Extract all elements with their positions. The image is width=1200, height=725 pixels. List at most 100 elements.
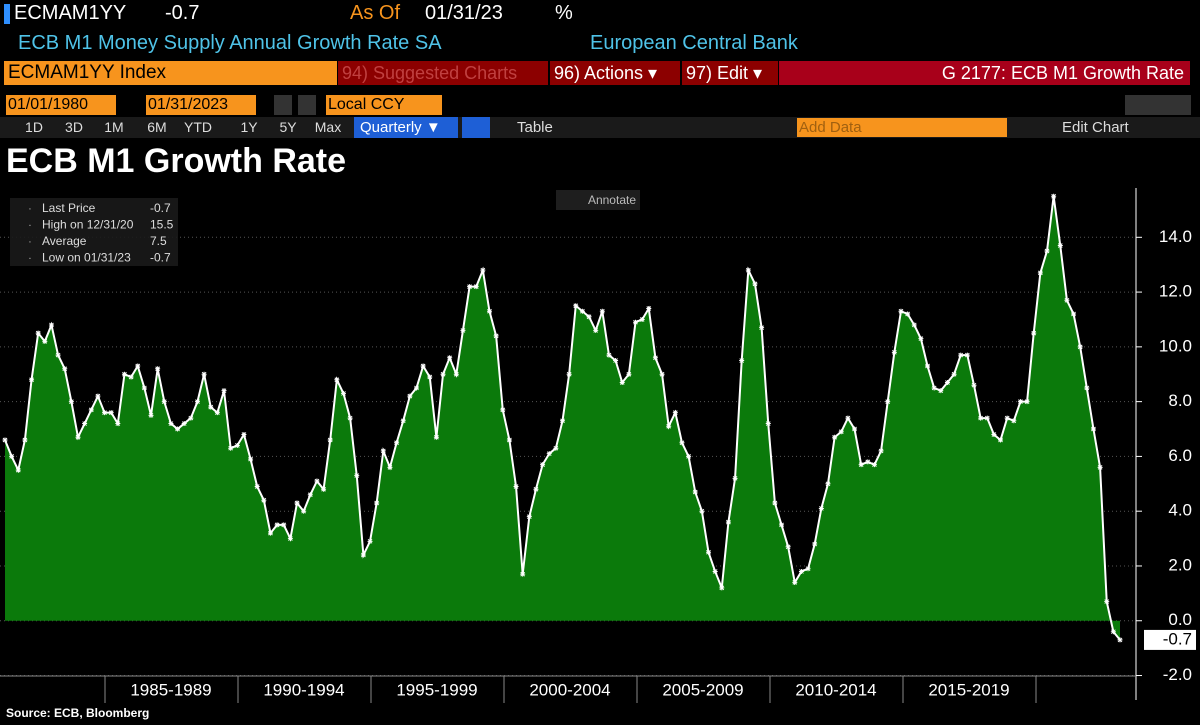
point-marker: [865, 459, 871, 465]
point-marker: [307, 492, 313, 498]
range-button[interactable]: 5Y: [279, 119, 297, 135]
point-marker: [248, 456, 254, 462]
y-tick-label: 0.0: [1168, 610, 1192, 629]
range-button[interactable]: YTD: [184, 119, 212, 135]
range-button[interactable]: Max: [314, 119, 342, 135]
point-marker: [360, 552, 366, 558]
point-marker: [181, 421, 187, 427]
x-period-label: 2005-2009: [662, 680, 743, 699]
point-marker: [420, 363, 426, 369]
point-marker: [1037, 270, 1043, 276]
point-marker: [480, 267, 486, 273]
point-marker: [526, 514, 532, 520]
last-price-label: -0.7: [1163, 629, 1192, 648]
point-marker: [606, 352, 612, 358]
point-marker: [281, 522, 287, 528]
point-marker: [1110, 629, 1116, 635]
point-marker: [725, 519, 731, 525]
point-marker: [287, 536, 293, 542]
point-marker: [1031, 330, 1037, 336]
point-marker: [1064, 297, 1070, 303]
point-marker: [765, 421, 771, 427]
point-marker: [347, 415, 353, 421]
y-tick-label: 8.0: [1168, 391, 1192, 410]
point-marker: [467, 284, 473, 290]
point-marker: [984, 415, 990, 421]
undo-redo[interactable]: [1125, 95, 1191, 115]
point-marker: [433, 434, 439, 440]
point-marker: [871, 462, 877, 468]
x-period-label: 1985-1989: [130, 680, 211, 699]
prev-button[interactable]: [274, 95, 292, 115]
stats-icon: ·: [28, 203, 32, 215]
edit-chart[interactable]: Edit Chart: [1062, 119, 1129, 136]
point-marker: [613, 358, 619, 364]
point-marker: [68, 399, 74, 405]
range-button[interactable]: 3D: [65, 119, 83, 135]
point-marker: [62, 366, 68, 372]
point-marker: [579, 308, 585, 314]
point-marker: [812, 541, 818, 547]
point-marker: [964, 352, 970, 358]
point-marker: [1090, 426, 1096, 432]
range-button[interactable]: 1M: [104, 119, 124, 135]
point-marker: [891, 349, 897, 355]
currency[interactable]: Local CCY: [326, 95, 442, 115]
security-field[interactable]: ECMAM1YY Index: [4, 61, 337, 85]
point-marker: [659, 371, 665, 377]
point-marker: [1071, 311, 1077, 317]
stats-value: 7.5: [150, 234, 167, 248]
suggested-button[interactable]: 94) Suggested Charts: [338, 61, 548, 85]
actions-button[interactable]: 96) Actions ▾: [550, 61, 680, 85]
point-marker: [486, 308, 492, 314]
source-name: European Central Bank: [590, 32, 798, 54]
table-button[interactable]: Table: [517, 119, 553, 136]
point-marker: [971, 382, 977, 388]
point-marker: [115, 421, 121, 427]
point-marker: [619, 379, 625, 385]
point-marker: [314, 478, 320, 484]
range-button[interactable]: 1D: [25, 119, 43, 135]
add-data[interactable]: Add Data: [797, 118, 1007, 137]
x-period-label: 2015-2019: [928, 680, 1009, 699]
point-marker: [745, 267, 751, 273]
point-marker: [354, 473, 360, 479]
marker: [4, 4, 10, 24]
point-marker: [1051, 193, 1057, 199]
point-marker: [520, 571, 526, 577]
point-marker: [214, 410, 220, 416]
point-marker: [261, 497, 267, 503]
point-marker: [82, 421, 88, 427]
point-marker: [540, 462, 546, 468]
next-button[interactable]: [298, 95, 316, 115]
annotate-button[interactable]: Annotate: [556, 190, 640, 210]
point-marker: [593, 327, 599, 333]
chart-type-button[interactable]: [462, 117, 490, 138]
point-marker: [885, 399, 891, 405]
chart-id: G 2177: ECB M1 Growth Rate: [779, 61, 1190, 85]
point-marker: [35, 330, 41, 336]
point-marker: [413, 385, 419, 391]
point-marker: [818, 505, 824, 511]
point-marker: [699, 508, 705, 514]
point-marker: [148, 412, 154, 418]
point-marker: [898, 308, 904, 314]
as-of-date: 01/31/23: [425, 2, 503, 24]
stats-label: High on 12/31/20: [42, 218, 134, 232]
point-marker: [878, 448, 884, 454]
frequency[interactable]: Quarterly ▼: [354, 117, 458, 138]
point-marker: [991, 432, 997, 437]
point-marker: [905, 311, 911, 317]
range-button[interactable]: 1Y: [240, 119, 258, 135]
range-button[interactable]: 6M: [147, 119, 167, 135]
y-tick-label: 2.0: [1168, 555, 1192, 574]
point-marker: [387, 464, 393, 470]
ticker: ECMAM1YY: [14, 2, 127, 24]
edit-button[interactable]: 97) Edit ▾: [682, 61, 778, 85]
end-date[interactable]: 01/31/2023: [146, 95, 256, 115]
point-marker: [141, 385, 147, 391]
point-marker: [400, 418, 406, 424]
start-date[interactable]: 01/01/1980: [6, 95, 116, 115]
point-marker: [440, 371, 446, 377]
